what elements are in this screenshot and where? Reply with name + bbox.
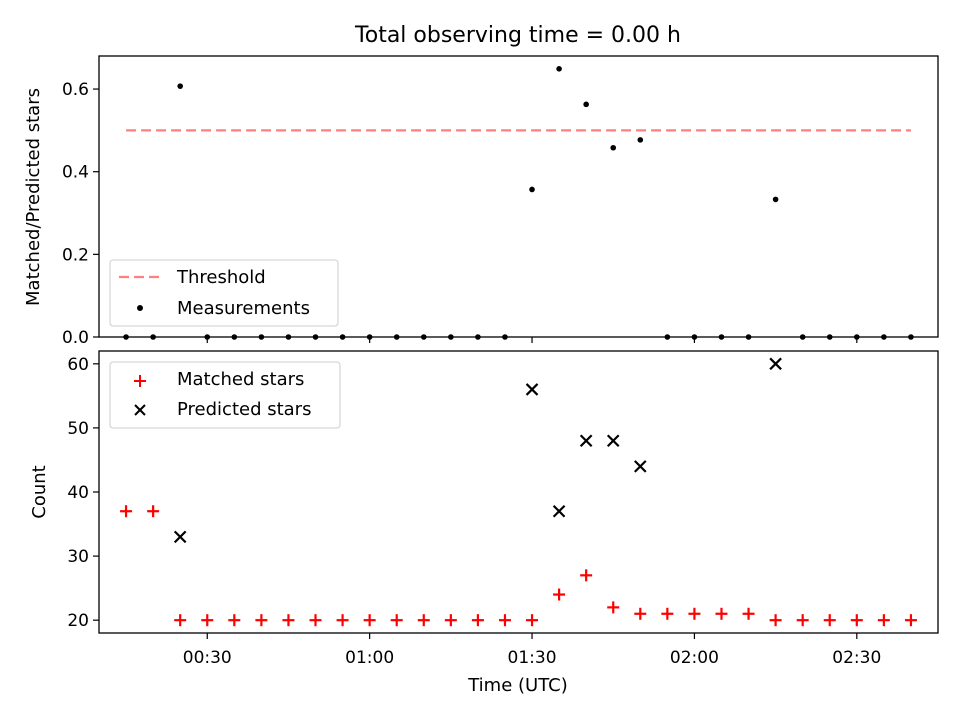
predicted-star-point xyxy=(525,383,539,396)
top-ytick-label: 0.0 xyxy=(62,328,89,348)
matched-star-point xyxy=(147,505,160,518)
bottom-ytick-label: 20 xyxy=(67,611,89,631)
measurement-point xyxy=(556,66,562,72)
measurement-point xyxy=(610,144,617,151)
bottom-ylabel: Count xyxy=(29,465,50,518)
matched-star-point xyxy=(255,614,268,627)
xtick-label: 02:00 xyxy=(670,648,719,668)
matched-star-point xyxy=(201,614,214,627)
matched-star-point xyxy=(796,614,809,627)
count-panel: 20 30 40 50 60 00:30 01:00 01:30 02:00 02:30 xyxy=(67,350,939,668)
matched-star-point xyxy=(769,614,782,627)
top-ylabel: Matched/Predicted stars xyxy=(23,88,44,306)
legend-threshold-label: Threshold xyxy=(176,267,266,288)
matched-star-point xyxy=(904,614,917,627)
legend-top: Threshold Measurements xyxy=(109,259,339,327)
predicted-star-point xyxy=(606,434,620,448)
top-ytick-label: 0.4 xyxy=(62,163,89,183)
matched-star-point xyxy=(471,614,484,627)
matched-star-point xyxy=(715,607,728,620)
bottom-axes-frame xyxy=(98,350,939,634)
xtick-label: 00:30 xyxy=(183,648,232,668)
matched-star-point xyxy=(526,614,539,627)
legend-predicted-label: Predicted stars xyxy=(177,399,311,420)
legend-bottom: Matched stars Predicted stars xyxy=(109,361,341,429)
bottom-ytick-label: 30 xyxy=(67,547,89,567)
matched-star-point xyxy=(742,607,755,620)
xtick-label: 01:00 xyxy=(345,648,394,668)
matched-star-point xyxy=(580,569,593,582)
legend-matched-swatch xyxy=(134,375,146,387)
predicted-star-point xyxy=(634,460,647,473)
matched-star-point xyxy=(877,614,890,627)
measurement-point xyxy=(637,137,644,143)
top-axes-frame xyxy=(98,55,939,338)
predicted-star-point xyxy=(769,357,782,371)
legend-measurement-swatch xyxy=(137,305,143,311)
x-axis-label: Time (UTC) xyxy=(467,675,568,696)
measurement-point xyxy=(529,186,535,193)
legend-predicted-swatch xyxy=(134,404,146,416)
matched-star-point xyxy=(553,588,566,601)
matched-star-point xyxy=(174,614,187,627)
xtick-label: 01:30 xyxy=(508,648,557,668)
matched-star-point xyxy=(309,614,322,627)
matched-star-point xyxy=(282,614,295,627)
predicted-star-point xyxy=(579,434,593,448)
ratio-panel: 0.0 0.2 0.4 0.6 xyxy=(62,55,939,348)
matched-star-point xyxy=(120,505,133,518)
figure-title: Total observing time = 0.00 h xyxy=(354,23,681,48)
matched-star-point xyxy=(390,614,403,627)
predicted-star-point xyxy=(173,530,187,544)
legend-matched-label: Matched stars xyxy=(177,369,304,390)
matched-star-point xyxy=(417,614,430,627)
matched-star-point xyxy=(661,607,674,620)
legend-top-frame xyxy=(109,259,339,327)
matched-star-point xyxy=(228,614,241,627)
matched-star-point xyxy=(336,614,349,627)
matched-star-point xyxy=(823,614,836,627)
bottom-ytick-label: 50 xyxy=(67,419,89,439)
top-ytick-label: 0.2 xyxy=(62,245,89,265)
measurement-point xyxy=(772,196,779,203)
matched-star-point xyxy=(498,614,511,627)
bottom-ytick-label: 40 xyxy=(67,483,89,503)
matched-star-point xyxy=(363,614,376,627)
top-ytick-label: 0.6 xyxy=(62,80,89,100)
predicted-star-point xyxy=(552,504,566,518)
matched-star-point xyxy=(850,614,863,627)
legend-measurement-label: Measurements xyxy=(177,298,310,319)
bottom-ytick-label: 60 xyxy=(67,355,89,375)
matched-star-point xyxy=(688,607,701,620)
measurement-point xyxy=(177,83,183,89)
matched-star-point xyxy=(444,614,457,627)
matched-star-point xyxy=(607,601,620,614)
xtick-label: 02:30 xyxy=(832,648,881,668)
legend-bottom-frame xyxy=(109,361,341,429)
measurement-point xyxy=(583,101,589,108)
matched-star-point xyxy=(634,607,647,620)
